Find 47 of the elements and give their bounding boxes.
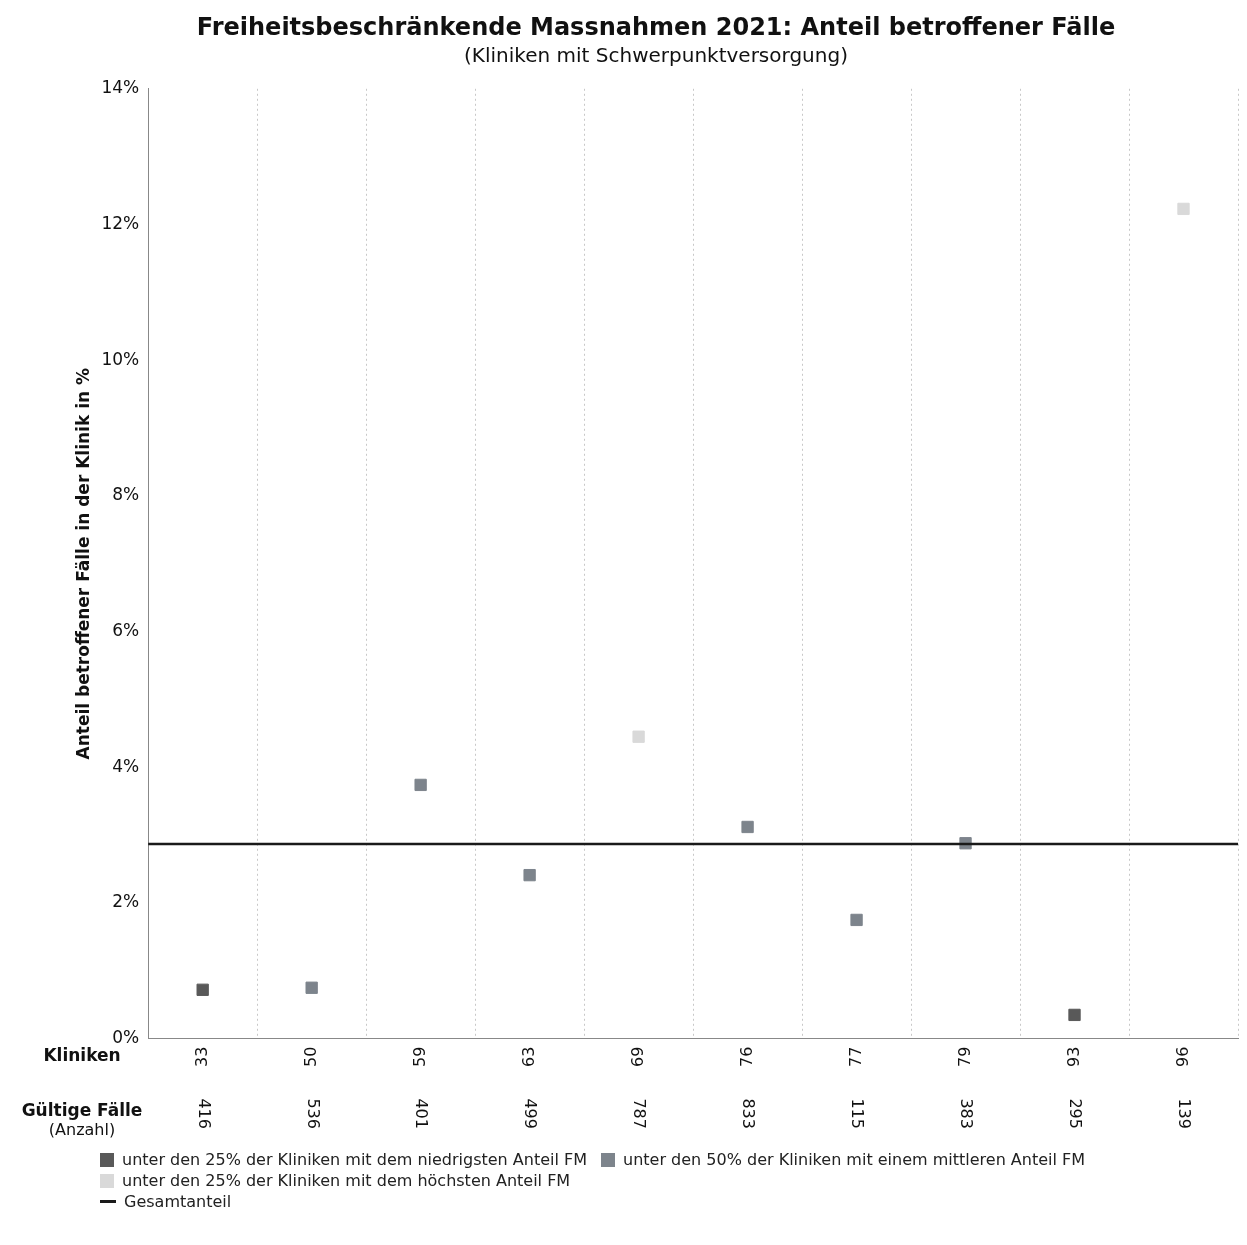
x-tick-label: 79: [954, 1046, 974, 1067]
legend-label: unter den 25% der Kliniken mit dem niedrigsten Anteil FM: [122, 1150, 588, 1169]
point: [196, 983, 209, 996]
text: 401: [412, 1098, 432, 1129]
x-tick-label: 69: [627, 1046, 647, 1067]
x-tick-label: 50: [300, 1046, 320, 1067]
point: [632, 730, 645, 743]
y-tick-label: 4%: [112, 755, 140, 776]
legend-label: unter den 50% der Kliniken mit einem mittleren Anteil FM: [623, 1150, 1086, 1169]
x-tick-label: 96: [1172, 1046, 1192, 1067]
legend-label: unter den 25% der Kliniken mit dem höchsten Anteil FM: [122, 1171, 571, 1190]
x-tick-label: 33: [191, 1046, 211, 1067]
chart-title: Freiheitsbeschränkende Massnahmen 2021: Anteil betroffener Fälle: [196, 12, 1116, 41]
text: Gültige Fälle: [21, 1100, 143, 1121]
chart-subtitle: (Kliniken mit Schwerpunktversorgung): [464, 43, 848, 67]
point: [1068, 1008, 1081, 1022]
point: [305, 981, 318, 994]
text: (Anzahl): [48, 1119, 116, 1139]
text: 139: [1175, 1098, 1195, 1129]
x-tick-label: 76: [736, 1046, 756, 1067]
x-tick-label: 93: [1063, 1046, 1083, 1067]
y-axis-title: Anteil betroffener Fälle in der Klinik in %: [72, 367, 93, 760]
y-tick-label: 0%: [112, 1027, 140, 1048]
point: [850, 913, 863, 927]
text: 787: [630, 1098, 650, 1129]
y-tick-label: 8%: [112, 484, 140, 505]
text: 115: [848, 1098, 868, 1129]
text: 833: [739, 1098, 759, 1129]
point: [523, 868, 536, 882]
text: 295: [1066, 1098, 1086, 1129]
y-tick-label: 2%: [112, 891, 140, 912]
x-tick-label: 59: [409, 1046, 429, 1067]
x-axis-title: Kliniken: [43, 1045, 121, 1066]
y-tick-label: 12%: [101, 212, 140, 233]
y-tick-label: 14%: [101, 77, 140, 98]
text: 383: [957, 1098, 977, 1129]
point: [414, 778, 427, 792]
x-tick-label: 63: [518, 1046, 538, 1067]
x-tick-label: 77: [845, 1046, 865, 1067]
point: [1177, 202, 1190, 216]
y-tick-label: 6%: [112, 619, 140, 640]
y-tick-label: 10%: [101, 348, 140, 369]
point: [741, 820, 754, 834]
text: 499: [521, 1098, 541, 1129]
text: 536: [303, 1098, 323, 1129]
text: 416: [194, 1098, 214, 1129]
legend-label: Gesamtanteil: [124, 1192, 232, 1211]
